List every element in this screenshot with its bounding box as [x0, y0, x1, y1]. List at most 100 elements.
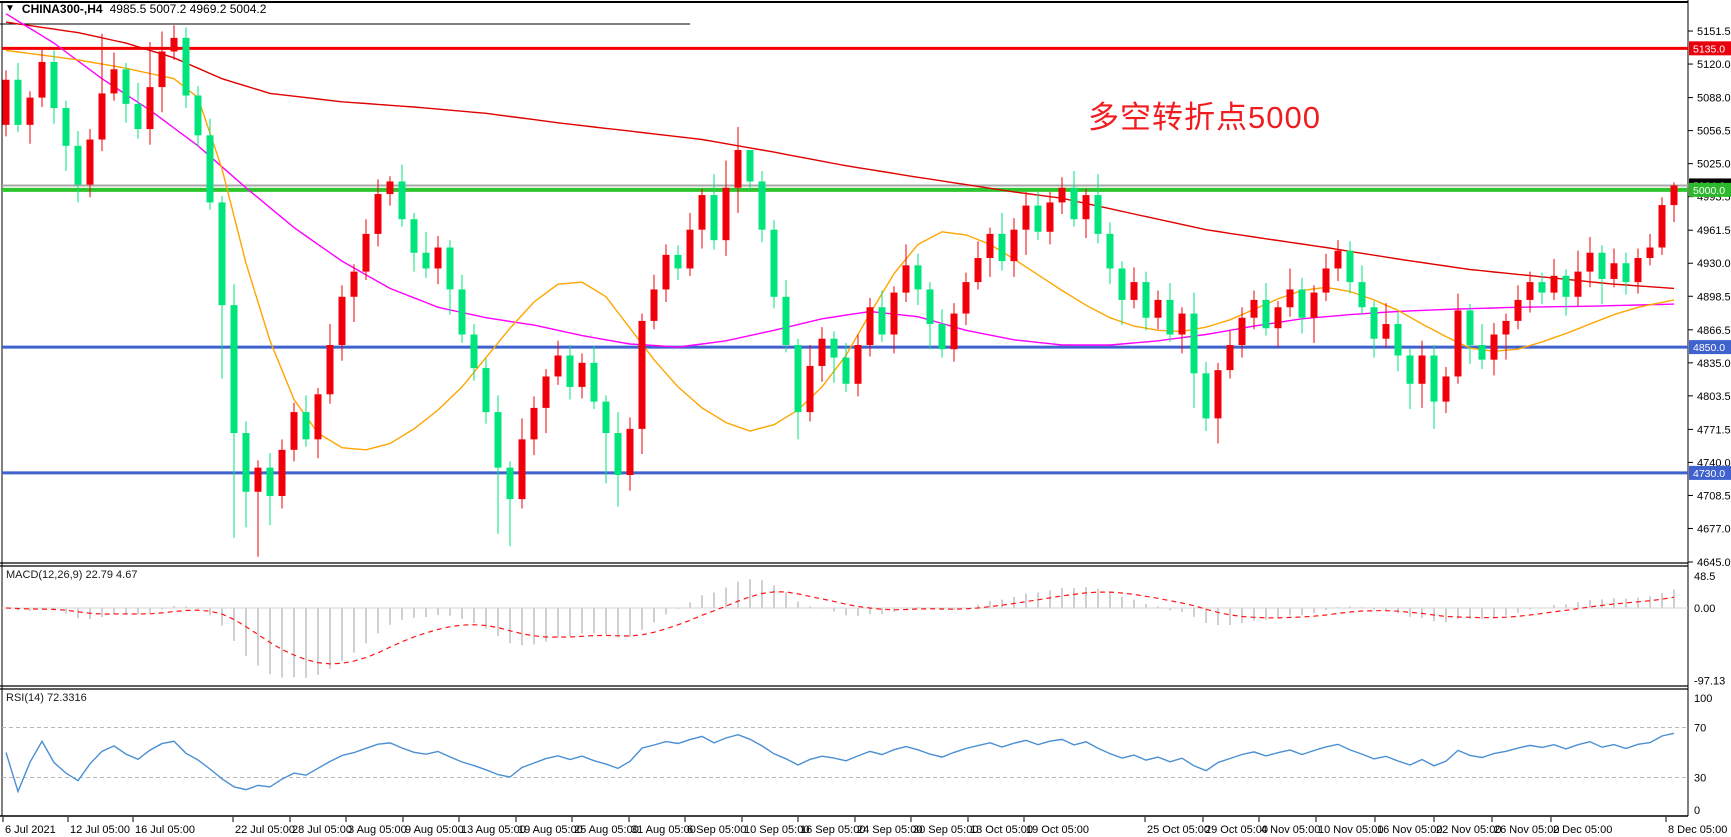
candle-body: [878, 307, 886, 335]
candle-body: [1394, 324, 1402, 356]
candle: [1442, 367, 1450, 414]
candle: [1634, 248, 1642, 294]
chart-annotation-text: 多空转折点5000: [1088, 100, 1321, 135]
candle: [1502, 313, 1510, 360]
time-axis-label: 2 Dec 05:00: [1553, 824, 1612, 836]
candle: [722, 160, 730, 256]
candle-body: [578, 362, 586, 387]
candle: [614, 412, 622, 507]
candle: [806, 345, 814, 422]
candle-body: [302, 412, 310, 440]
candle-body: [1634, 257, 1642, 283]
candle: [242, 421, 250, 528]
candle-body: [1502, 320, 1510, 335]
price-axis[interactable]: 5151.55120.05088.05056.55025.04993.54961…: [1688, 26, 1731, 817]
candlestick-series: [2, 25, 1678, 557]
time-axis[interactable]: 6 Jul 2021 12 Jul 05:00 16 Jul 05:00 22 Jul…: [2, 817, 1727, 836]
ohlc-values: 4985.5 5007.2 4969.2 5004.2: [109, 2, 267, 16]
candle-body: [902, 265, 910, 293]
candle: [1346, 241, 1354, 294]
price-axis-label: 4866.5: [1697, 325, 1731, 337]
candle: [1622, 252, 1630, 295]
candle: [422, 231, 430, 278]
candle: [1490, 322, 1498, 376]
candle-body: [1526, 282, 1534, 300]
candle-body: [722, 187, 730, 241]
candle: [1658, 197, 1666, 255]
candle-body: [1610, 263, 1618, 279]
candle-body: [14, 79, 22, 125]
candle-body: [1370, 307, 1378, 339]
candle: [2, 70, 10, 137]
macd-axis-label: -97.13: [1694, 676, 1725, 688]
candle: [554, 340, 562, 385]
candle: [302, 395, 310, 447]
price-badge-bg: [1689, 182, 1731, 197]
candle-body: [446, 247, 454, 290]
candle-body: [494, 412, 502, 468]
candle: [1370, 300, 1378, 358]
candle-body: [1562, 275, 1570, 297]
candle-body: [122, 69, 130, 104]
candle: [446, 240, 454, 315]
price-badge-bg: [1689, 465, 1731, 480]
candle: [74, 131, 82, 203]
time-axis-label: 3 Aug 05:00: [348, 824, 407, 836]
candle-body: [374, 194, 382, 234]
candle-body: [1538, 282, 1546, 293]
candle: [1670, 182, 1678, 223]
candle: [1166, 283, 1174, 342]
time-axis-label: 9 Aug 05:00: [405, 824, 464, 836]
candle-body: [1514, 299, 1522, 321]
candle-body: [1334, 250, 1342, 269]
candle: [926, 282, 934, 350]
price-axis-label: 4961.5: [1697, 225, 1731, 237]
candle: [110, 52, 118, 101]
candle-body: [98, 93, 106, 140]
candle-body: [950, 313, 958, 350]
candle: [326, 324, 334, 404]
candle: [950, 303, 958, 362]
price-badge: 5135.0: [1689, 41, 1731, 56]
candle: [374, 179, 382, 247]
time-axis-label: 25 Aug 05:00: [574, 824, 639, 836]
candle-body: [1418, 355, 1426, 384]
candle: [1130, 267, 1138, 309]
symbol-dropdown-icon[interactable]: ▼: [5, 3, 15, 14]
rsi-axis-label: 70: [1694, 723, 1706, 735]
candle: [1358, 265, 1366, 315]
candle: [26, 91, 34, 144]
candle: [902, 244, 910, 303]
candle: [1154, 290, 1162, 330]
candle-body: [1130, 282, 1138, 300]
candle: [866, 297, 874, 357]
candle-body: [1238, 317, 1246, 346]
candle: [50, 50, 58, 124]
candle-body: [350, 271, 358, 297]
candle-body: [938, 324, 946, 350]
candle-body: [590, 362, 598, 402]
price-axis-label: 4677.0: [1697, 523, 1731, 535]
macd-axis-label: 48.5: [1694, 571, 1715, 583]
candle-body: [614, 433, 622, 475]
time-axis-label: 4 Nov 05:00: [1261, 824, 1320, 836]
symbol-title: CHINA300-,H4: [21, 2, 103, 16]
candle-body: [662, 254, 670, 290]
rsi-axis-label: 0: [1694, 805, 1700, 817]
candle-body: [926, 289, 934, 325]
candle-body: [758, 181, 766, 230]
candle: [1286, 268, 1294, 317]
candle-body: [650, 289, 658, 321]
rsi-line: [5, 732, 1675, 794]
candle: [890, 286, 898, 354]
candle: [1214, 362, 1222, 444]
candle: [434, 235, 442, 285]
candle: [1274, 300, 1282, 348]
price-badge: 5000.0: [1689, 182, 1731, 197]
candle-body: [710, 195, 718, 241]
candle: [14, 63, 22, 133]
candle-body: [734, 150, 742, 188]
rsi-indicator-label: RSI(14) 72.3316: [6, 692, 87, 704]
candle-body: [362, 233, 370, 272]
candle-body: [2, 79, 10, 125]
